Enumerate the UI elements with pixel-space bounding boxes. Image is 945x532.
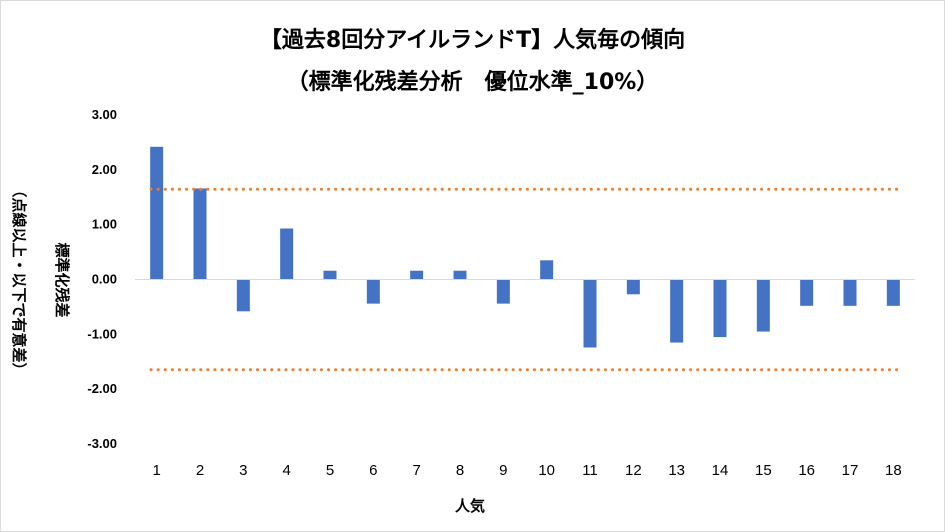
x-tick-label: 2 [196,462,204,479]
x-tick-label: 10 [538,462,555,479]
y-tick-label: -3.00 [87,436,117,451]
bar [540,260,554,280]
bar [193,188,207,280]
y-tick-label: -1.00 [87,326,117,341]
x-tick-label: 9 [499,462,507,479]
x-tick-label: 4 [282,462,290,479]
bar [236,279,250,312]
bar [583,279,597,348]
x-tick-label: 18 [885,462,902,479]
y-tick-label: 3.00 [92,107,117,122]
bar [496,279,510,304]
x-tick-label: 16 [798,462,815,479]
x-tick-label: 7 [412,462,420,479]
x-tick-label: 15 [755,462,772,479]
x-tick-label: 17 [842,462,859,479]
bar [323,270,337,280]
x-tick-label: 5 [326,462,334,479]
x-tick-label: 8 [456,462,464,479]
x-tick-label: 12 [625,462,642,479]
bar [800,279,814,306]
x-axis-label: 人気 [455,497,485,515]
bar [410,270,424,280]
bar [366,279,380,304]
x-tick-label: 14 [712,462,729,479]
x-tick-label: 11 [582,462,598,479]
bar [756,279,770,332]
x-tick-labels: 1 2 3 4 5 6 7 8 9 10 11 12 13 14 15 16 17 18 [152,462,901,479]
bar [453,270,467,280]
y-tick-label: 1.00 [92,217,117,232]
y-axis-note: （点線以上・以下で有意差） [10,182,28,377]
y-tick-label: 2.00 [92,162,117,177]
y-axis-label: 標準化残差 [53,242,71,317]
x-tick-label: 1 [152,462,160,479]
bar [713,279,727,338]
x-tick-label: 3 [239,462,247,479]
y-tick-label: -2.00 [87,381,117,396]
y-tick-label: 0.00 [92,272,117,287]
bar [886,279,900,306]
bar [626,279,640,295]
bar [280,228,294,280]
x-tick-label: 6 [369,462,377,479]
chart-subtitle: （標準化残差分析 優位水準_10%） [286,70,659,95]
y-tick-labels: 3.00 2.00 1.00 0.00 -1.00 -2.00 -3.00 [87,107,117,451]
bar [843,279,857,306]
threshold-lines [149,187,905,372]
bar [150,146,164,280]
chart-title: 【過去8回分アイルランドT】人気毎の傾向 [259,28,686,53]
bar [670,279,684,343]
x-tick-label: 13 [668,462,685,479]
bars [150,146,900,348]
